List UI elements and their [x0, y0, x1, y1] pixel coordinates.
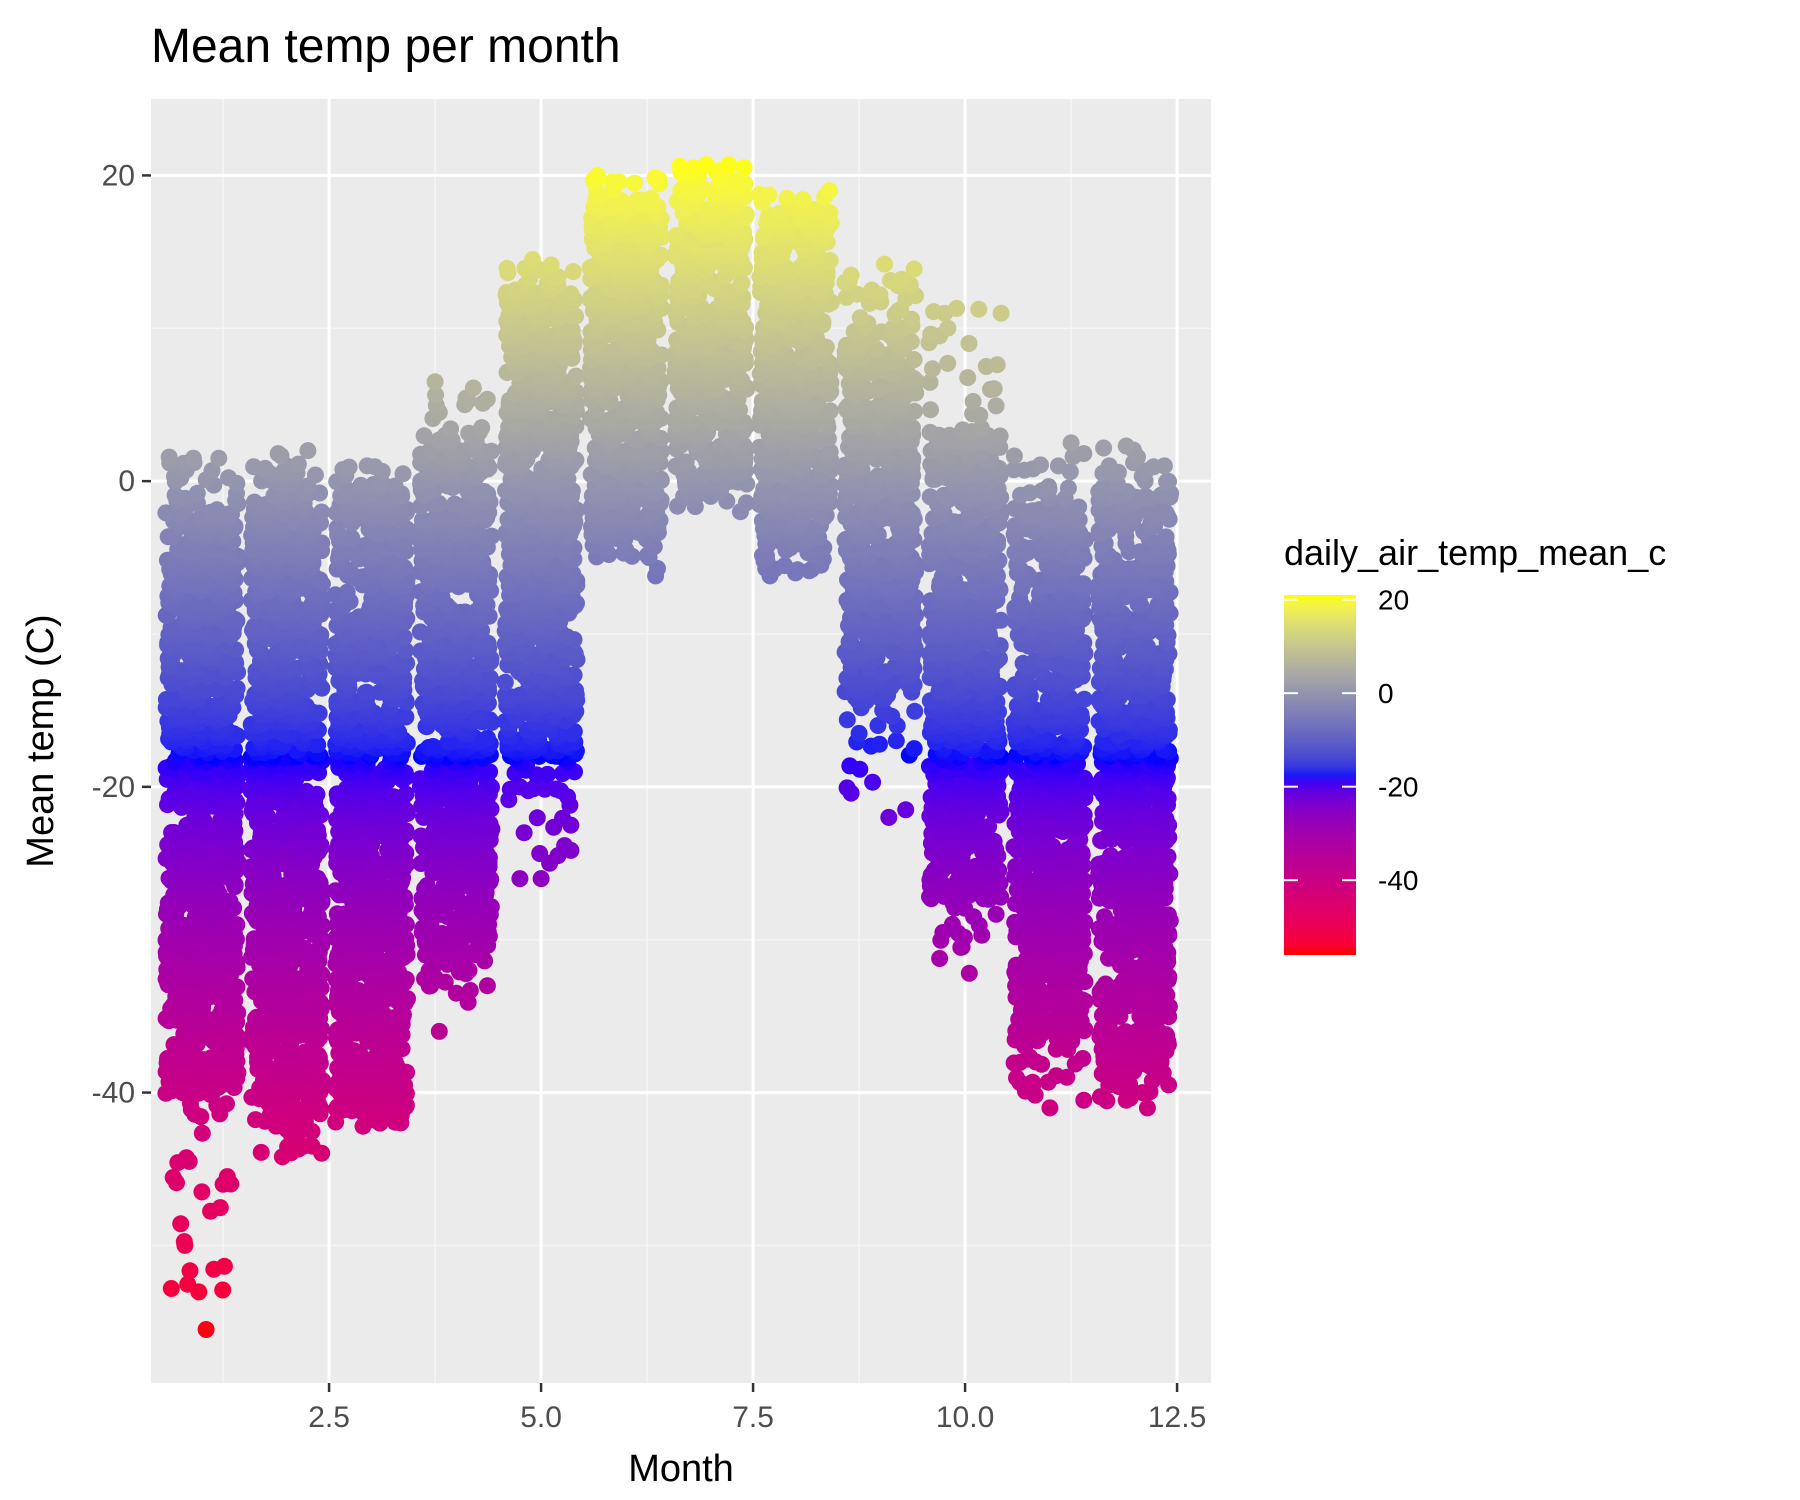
data-point [247, 1111, 264, 1129]
data-point [164, 1169, 182, 1186]
data-point [442, 420, 460, 438]
data-point [218, 1168, 236, 1186]
data-point [157, 504, 175, 522]
data-point [166, 486, 184, 504]
data-point [162, 1280, 180, 1297]
data-point [197, 1321, 215, 1338]
data-points [157, 156, 1180, 1338]
data-point [184, 449, 202, 467]
data-point [303, 1137, 321, 1155]
month-6-points [581, 167, 671, 585]
month-3-points [326, 457, 416, 1135]
data-point [188, 484, 206, 502]
data-point [210, 449, 228, 467]
data-point [556, 837, 574, 855]
data-point [511, 870, 529, 888]
data-point [415, 427, 433, 445]
data-point [397, 785, 415, 803]
data-point [218, 1095, 235, 1113]
data-point [220, 469, 237, 487]
data-point [528, 809, 546, 827]
data-point [328, 905, 346, 923]
data-point [524, 251, 542, 268]
chart-title: Mean temp per month [151, 20, 621, 73]
data-point [245, 458, 263, 476]
data-point [464, 379, 482, 397]
data-point [208, 501, 226, 519]
data-point [496, 673, 514, 691]
data-point [175, 1233, 193, 1251]
month-5-points [496, 251, 586, 888]
data-point [248, 1008, 266, 1026]
data-point [542, 256, 560, 274]
data-point [309, 821, 326, 839]
data-point [567, 367, 585, 385]
data-point [531, 845, 549, 862]
data-point [193, 1183, 211, 1201]
month-4-points [411, 373, 501, 1040]
data-point [394, 465, 412, 483]
data-point [179, 1275, 197, 1293]
data-point [211, 1199, 229, 1217]
month-1-points [157, 448, 247, 1338]
data-point [228, 679, 246, 697]
data-point [296, 1113, 314, 1130]
data-point [306, 466, 324, 484]
data-point [252, 1143, 270, 1161]
data-point [473, 419, 491, 437]
data-point [203, 462, 221, 480]
data-point [564, 263, 582, 281]
data-point [299, 442, 317, 460]
data-point [358, 457, 376, 475]
data-point [478, 977, 496, 995]
data-point [313, 503, 331, 521]
data-point [160, 448, 178, 466]
data-point [426, 373, 444, 391]
data-point [461, 982, 479, 999]
data-point [424, 738, 442, 755]
data-point [297, 782, 315, 800]
data-point [289, 455, 307, 473]
data-point [172, 1215, 190, 1233]
data-point [177, 1149, 195, 1167]
data-point [245, 493, 263, 511]
data-point [181, 1262, 199, 1280]
data-point [269, 445, 287, 463]
month-2-points [242, 442, 332, 1166]
data-point [214, 1281, 232, 1299]
data-point [430, 1022, 448, 1040]
data-point [532, 870, 550, 888]
data-point [515, 824, 533, 842]
data-point [340, 458, 358, 476]
data-point [163, 824, 181, 841]
data-point [215, 1257, 233, 1275]
data-point [547, 780, 565, 798]
data-point [498, 259, 516, 277]
data-point [193, 1124, 211, 1142]
data-point [478, 390, 496, 408]
data-point [539, 765, 556, 783]
